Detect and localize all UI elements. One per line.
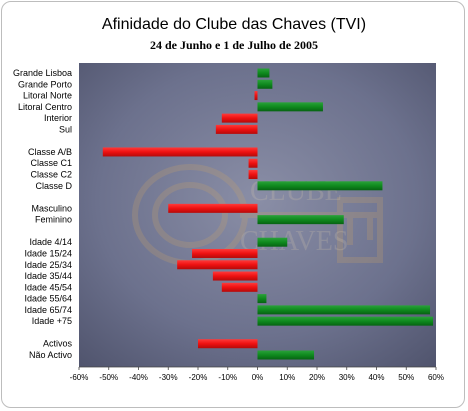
bar-negative	[215, 124, 258, 134]
x-tick-label: 50%	[398, 373, 414, 382]
bar-positive	[257, 350, 315, 360]
category-label: Classe C2	[30, 170, 72, 180]
x-tick-label: -30%	[159, 373, 178, 382]
category-label: Classe D	[35, 181, 72, 191]
category-label: Litoral Centro	[18, 102, 72, 112]
category-label: Litoral Norte	[23, 91, 72, 101]
x-tick-label: -60%	[70, 373, 89, 382]
category-label: Não Activo	[29, 350, 72, 360]
bar-positive	[257, 294, 267, 304]
bar-negative	[212, 271, 258, 281]
category-label: Idade +75	[32, 316, 72, 326]
bar-negative	[248, 170, 258, 180]
bar-negative	[221, 113, 258, 123]
x-tick-label: 10%	[279, 373, 295, 382]
x-tick-label: -10%	[218, 373, 237, 382]
x-tick-label: 0%	[252, 373, 264, 382]
x-tick-label: 40%	[368, 373, 384, 382]
category-label: Interior	[44, 113, 72, 123]
category-label: Idade 4/14	[29, 237, 72, 247]
category-label: Idade 35/44	[24, 271, 72, 281]
category-label: Feminino	[35, 215, 72, 225]
category-label: Sul	[59, 124, 72, 134]
bar-positive	[257, 79, 273, 89]
bar-negative	[198, 339, 258, 349]
x-tick-label: -40%	[129, 373, 148, 382]
chart-title: Afinidade do Clube das Chaves (TVI)	[101, 16, 367, 33]
category-label: Idade 65/74	[24, 305, 72, 315]
category-label: Idade 55/64	[24, 294, 72, 304]
category-label: Idade 45/54	[24, 282, 72, 292]
category-label: Masculino	[31, 203, 72, 213]
bar-positive	[257, 316, 434, 326]
bar-positive	[257, 237, 288, 247]
category-label: Grande Porto	[18, 79, 72, 89]
x-tick-label: 60%	[428, 373, 444, 382]
bar-negative	[177, 260, 258, 270]
bar-positive	[257, 68, 270, 78]
category-label: Idade 15/24	[24, 248, 72, 258]
bar-positive	[257, 102, 323, 112]
bar-positive	[257, 215, 344, 225]
svg-text:CLUBE: CLUBE	[250, 176, 342, 207]
bar-negative	[248, 158, 258, 168]
bar-negative	[192, 248, 258, 258]
chart-subtitle: 24 de Junho e 1 de Julho de 2005	[149, 38, 319, 52]
category-label: Grande Lisboa	[13, 68, 72, 78]
x-tick-label: -20%	[189, 373, 208, 382]
category-label: Idade 25/34	[24, 260, 72, 270]
category-label: Classe A/B	[28, 147, 72, 157]
bar-positive	[257, 181, 383, 191]
bar-negative	[102, 147, 258, 157]
category-label: Activos	[43, 339, 73, 349]
bar-positive	[257, 305, 431, 315]
x-tick-label: -50%	[99, 373, 118, 382]
bar-negative	[168, 203, 258, 213]
bar-negative	[254, 91, 258, 101]
bar-negative	[221, 282, 258, 292]
category-label: Classe C1	[30, 158, 72, 168]
x-tick-label: 30%	[339, 373, 355, 382]
x-tick-label: 20%	[309, 373, 325, 382]
